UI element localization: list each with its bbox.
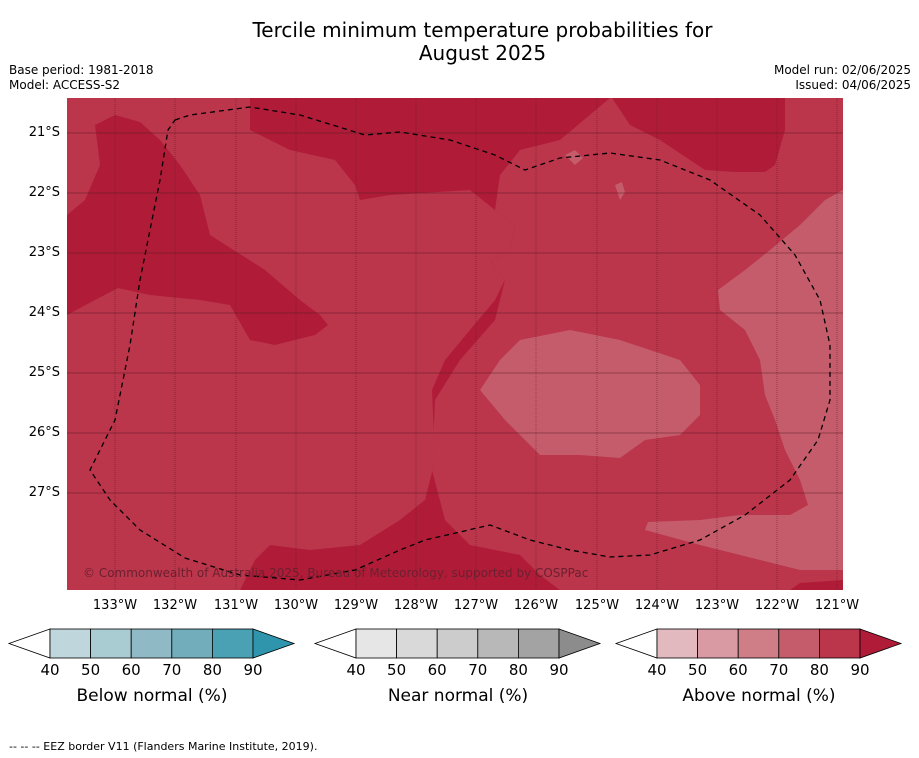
latitude-label: 21°S: [28, 125, 60, 140]
colorbar-segment: [211, 628, 254, 659]
colorbar-tick-label: 60: [427, 661, 447, 679]
longitude-label: 131°W: [213, 598, 259, 613]
colorbar-tick-label: 40: [346, 661, 366, 679]
colorbar-segment: [396, 628, 438, 659]
colorbar-tick-label: 40: [647, 661, 667, 679]
colorbar-segment: [355, 628, 397, 659]
colorbar-segment: [697, 628, 739, 659]
region-light-spot-1: [565, 150, 583, 165]
colorbar-segment: [656, 628, 698, 659]
map-grid: [67, 98, 843, 590]
colorbar-tick-label: 60: [121, 661, 141, 679]
base-period: Base period: 1981-2018: [9, 63, 154, 77]
colorbar-tick-label: 50: [387, 661, 407, 679]
colorbar-tick-label: 90: [549, 661, 569, 679]
colorbar-tick-label: 90: [850, 661, 870, 679]
colorbar-extend-low: [614, 628, 658, 659]
colorbars: [7, 628, 903, 659]
latitude-label: 24°S: [28, 305, 60, 320]
colorbar-segment: [130, 628, 173, 659]
region-light-east: [645, 190, 843, 570]
longitude-label: 124°W: [634, 598, 680, 613]
title-line-2: August 2025: [418, 41, 547, 65]
longitude-label: 132°W: [152, 598, 198, 613]
colorbar-tick-label: 80: [809, 661, 829, 679]
colorbar-segment: [778, 628, 820, 659]
region-mid-east: [432, 98, 843, 590]
longitude-label: 127°W: [453, 598, 499, 613]
longitude-label: 125°W: [574, 598, 620, 613]
colorbar-extend-high: [859, 628, 903, 659]
colorbar-tick-label: 70: [769, 661, 789, 679]
model-name: Model: ACCESS-S2: [9, 78, 121, 92]
colorbar-segment: [49, 628, 91, 659]
colorbar-segment: [819, 628, 861, 659]
longitude-label: 133°W: [92, 598, 138, 613]
region-light-spot-2: [615, 182, 625, 200]
region-dark-corner: [790, 580, 843, 590]
colorbar-tick-label: 60: [728, 661, 748, 679]
longitude-label: 128°W: [393, 598, 439, 613]
eez-border: [89, 106, 831, 581]
colorbar-tick-label: 80: [508, 661, 528, 679]
below-normal-label: Below normal (%): [76, 686, 228, 706]
colorbar-extend-low: [313, 628, 357, 659]
colorbar-tick-label: 80: [202, 661, 222, 679]
meta-right: Model run: 02/06/2025 Issued: 04/06/2025: [774, 63, 911, 93]
model-run: Model run: 02/06/2025: [773, 63, 911, 77]
colorbar-tick-label: 50: [688, 661, 708, 679]
region-dark-north: [612, 98, 785, 172]
colorbar-extend-high: [252, 628, 296, 659]
colorbar-tick-label: 70: [468, 661, 488, 679]
colorbar-tick-label: 50: [81, 661, 101, 679]
map-title: Tercile minimum temperature probabilitie…: [0, 19, 919, 65]
longitude-label: 126°W: [513, 598, 559, 613]
colorbar-extend-high: [558, 628, 602, 659]
colorbar-segment: [477, 628, 519, 659]
colorbar-tick-label: 40: [40, 661, 60, 679]
longitude-label: 122°W: [754, 598, 800, 613]
longitude-label: 130°W: [273, 598, 319, 613]
meta-left: Base period: 1981-2018 Model: ACCESS-S2: [9, 63, 154, 93]
colorbar-segment: [171, 628, 213, 659]
latitude-label: 23°S: [28, 245, 60, 260]
longitude-label: 129°W: [333, 598, 379, 613]
colorbar-segment: [737, 628, 780, 659]
colorbar-extend-low: [7, 628, 51, 659]
colorbar-segment: [436, 628, 479, 659]
longitude-label: 123°W: [694, 598, 740, 613]
colorbar-tick-label: 70: [162, 661, 182, 679]
near-normal-label: Near normal (%): [387, 686, 529, 706]
eez-footer-note: -- -- -- EEZ border V11 (Flanders Marine…: [9, 740, 318, 753]
above-normal-label: Above normal (%): [682, 686, 836, 706]
colorbar-segment: [518, 628, 560, 659]
colorbar-tick-label: 90: [243, 661, 263, 679]
latitude-label: 27°S: [28, 485, 60, 500]
copyright-notice: © Commonwealth of Australia 2025, Bureau…: [83, 566, 588, 580]
colorbar-segment: [90, 628, 132, 659]
latitude-label: 25°S: [28, 365, 60, 380]
latitude-label: 26°S: [28, 425, 60, 440]
title-line-1: Tercile minimum temperature probabilitie…: [252, 18, 713, 42]
latitude-label: 22°S: [28, 185, 60, 200]
issued-date: Issued: 04/06/2025: [795, 78, 911, 92]
longitude-label: 121°W: [814, 598, 860, 613]
region-dark-west: [67, 115, 328, 345]
region-light-center: [480, 330, 700, 458]
